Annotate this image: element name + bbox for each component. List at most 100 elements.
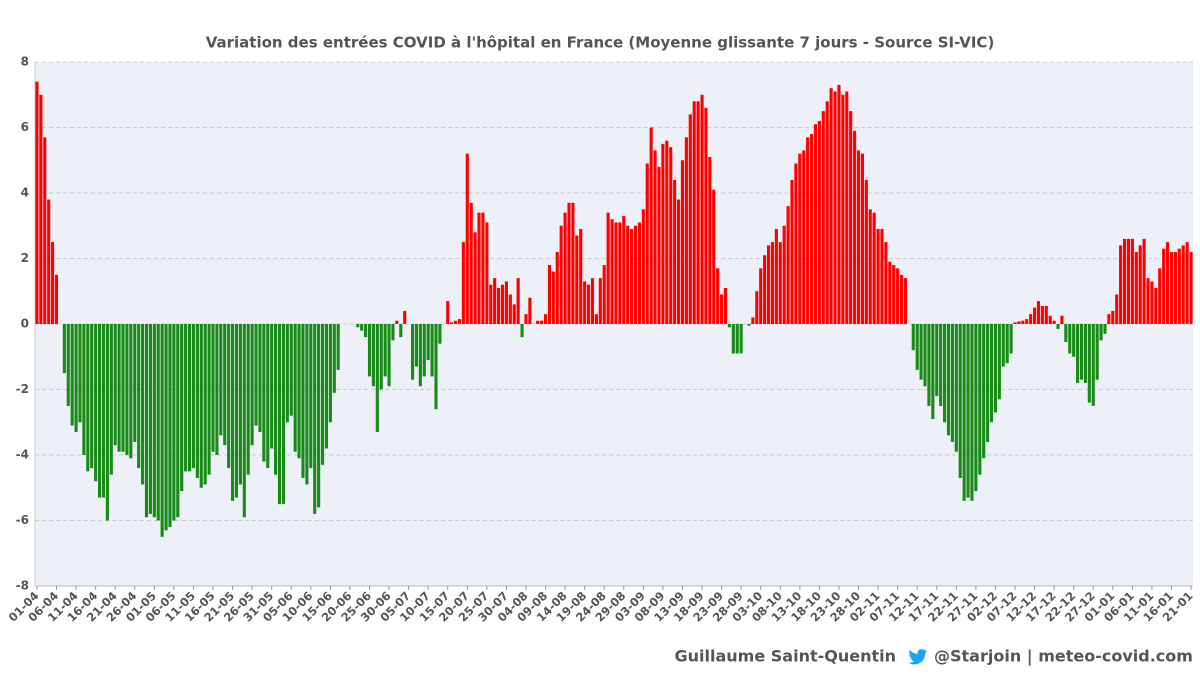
bar — [133, 324, 137, 442]
bar — [986, 324, 990, 442]
bar — [266, 324, 270, 469]
bar — [1064, 324, 1068, 343]
bar — [485, 222, 489, 324]
bar — [219, 324, 223, 436]
bar — [622, 215, 626, 324]
twitter-icon — [908, 649, 928, 665]
bar — [1040, 305, 1044, 324]
bar — [1154, 287, 1158, 324]
bar — [1087, 324, 1091, 403]
bar — [481, 212, 485, 324]
bar — [989, 324, 994, 423]
bar — [759, 268, 763, 324]
bar — [1099, 324, 1103, 341]
bar — [105, 324, 109, 521]
bar — [1119, 245, 1123, 324]
bar — [583, 281, 587, 324]
bar — [876, 229, 880, 324]
bar — [293, 324, 297, 452]
y-tick-label: -8 — [16, 579, 29, 593]
bar — [230, 324, 235, 501]
bar — [790, 179, 794, 324]
bar — [172, 324, 176, 521]
y-tick-label: 2 — [21, 251, 29, 265]
bar — [1111, 310, 1115, 324]
bar — [833, 91, 837, 324]
bar — [125, 324, 129, 455]
bar — [633, 225, 638, 324]
bar — [528, 297, 532, 324]
bar — [720, 294, 724, 324]
bar — [457, 319, 462, 324]
bar — [817, 120, 821, 324]
bar — [35, 81, 39, 325]
bar — [950, 324, 954, 442]
bar — [939, 324, 943, 406]
bar — [946, 324, 951, 436]
bar — [872, 212, 876, 324]
bar — [978, 324, 982, 475]
bar — [336, 324, 340, 370]
bar — [661, 143, 665, 324]
bar — [1169, 251, 1174, 324]
bar — [250, 324, 254, 446]
bar — [1107, 314, 1111, 324]
bar — [543, 314, 548, 324]
bar — [802, 150, 806, 324]
bar — [94, 324, 98, 482]
bar — [1103, 324, 1107, 334]
bar — [497, 287, 501, 324]
bar — [896, 268, 900, 324]
bar — [1021, 320, 1025, 324]
bar — [1130, 238, 1134, 324]
bar — [626, 225, 630, 324]
bar — [966, 324, 970, 498]
bar — [317, 324, 321, 508]
bar — [164, 324, 168, 531]
bar — [383, 324, 387, 377]
bar — [1036, 301, 1041, 324]
bar — [853, 130, 857, 324]
bar — [430, 324, 434, 377]
bar — [90, 324, 94, 469]
bar — [1173, 251, 1177, 324]
bar — [281, 324, 285, 505]
bar — [700, 94, 704, 324]
bar — [418, 324, 422, 387]
bar — [156, 324, 160, 521]
bar — [630, 229, 634, 324]
bar — [215, 324, 219, 455]
bar — [943, 324, 947, 423]
bar — [410, 324, 415, 380]
bar — [849, 111, 853, 324]
bar — [371, 324, 375, 387]
bar — [774, 229, 778, 324]
bar — [970, 324, 974, 501]
bar — [101, 324, 106, 498]
bar — [692, 101, 696, 324]
bar — [137, 324, 141, 469]
bar — [1185, 242, 1189, 324]
bar — [246, 324, 250, 475]
bar — [680, 160, 685, 324]
bar — [148, 324, 152, 514]
bar — [1095, 324, 1099, 380]
bar — [195, 324, 199, 478]
bar — [1177, 248, 1181, 324]
bar — [227, 324, 231, 469]
bar — [453, 320, 458, 324]
bar — [258, 324, 262, 433]
bar — [669, 147, 673, 324]
bar — [78, 324, 82, 423]
bar — [1162, 248, 1166, 324]
bar — [309, 324, 313, 469]
bar — [821, 111, 825, 324]
bar — [954, 324, 958, 452]
bar — [809, 134, 814, 324]
bar — [684, 137, 688, 324]
bar — [1044, 305, 1048, 324]
bar — [62, 324, 66, 374]
bar — [1005, 324, 1009, 364]
bar — [270, 324, 274, 449]
bar — [716, 268, 720, 324]
